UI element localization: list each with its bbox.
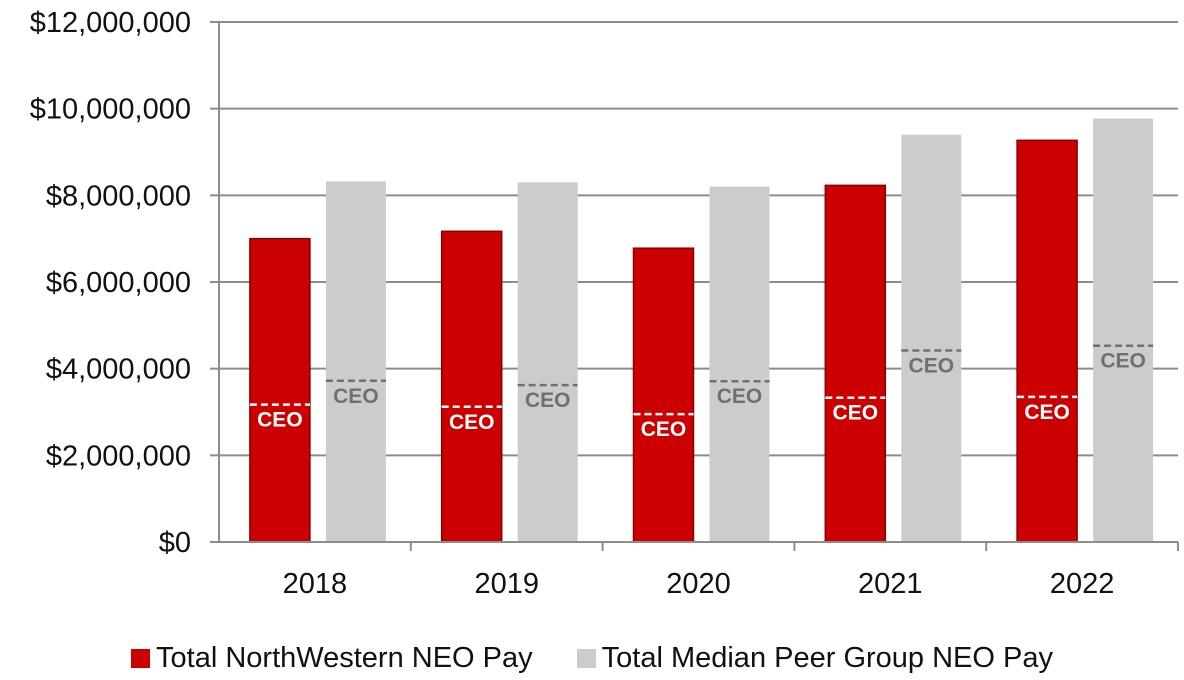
bar-northwestern-2022 (1016, 139, 1078, 543)
axes (210, 21, 1179, 551)
y-tick-label: $4,000,000 (46, 354, 191, 386)
bar-peer-group-2020 (709, 186, 770, 542)
legend-item-northwestern: Total NorthWestern NEO Pay (131, 642, 533, 675)
ceo-label-peer-group-2022: CEO (1100, 350, 1146, 373)
legend-swatch-peer-group (576, 648, 596, 668)
bar-peer-group-2019 (517, 182, 578, 543)
y-tick-label: $10,000,000 (30, 94, 191, 126)
bar-chart: CEO CEO CEO CEO CEO CEO CEO CEO CEO CEO $0 $2,000,… (30, 7, 1179, 600)
legend-swatch-northwestern (131, 648, 151, 668)
ceo-label-peer-group-2020: CEO (717, 385, 763, 408)
bar-peer-group-2018 (325, 181, 386, 542)
y-tick-label: $6,000,000 (46, 267, 191, 299)
x-tick-label-2022: 2022 (1050, 568, 1115, 600)
legend-item-peer-group: Total Median Peer Group NEO Pay (576, 641, 1053, 675)
ceo-label-northwestern-2020: CEO (641, 418, 687, 441)
ceo-label-northwestern-2018: CEO (257, 409, 303, 432)
legend: Total NorthWestern NEO Pay Total Median … (0, 636, 1184, 680)
bar-northwestern-2021 (824, 184, 887, 543)
bar-northwestern-2018 (249, 237, 311, 543)
ceo-label-peer-group-2018: CEO (333, 385, 379, 408)
bar-northwestern-2020 (632, 247, 695, 543)
ceo-label-peer-group-2019: CEO (525, 389, 571, 412)
ceo-label-northwestern-2021: CEO (833, 402, 879, 425)
ceo-label-peer-group-2021: CEO (909, 354, 955, 377)
y-tick-label: $12,000,000 (30, 7, 191, 39)
bar-peer-group-2022 (1093, 118, 1154, 542)
bar-northwestern-2019 (440, 230, 503, 543)
legend-label-peer-group: Total Median Peer Group NEO Pay (601, 641, 1053, 674)
x-tick-label-2021: 2021 (858, 568, 923, 600)
y-tick-label: $2,000,000 (46, 440, 191, 472)
x-tick-label-2019: 2019 (474, 568, 539, 600)
x-tick-label-2020: 2020 (666, 568, 731, 600)
y-tick-label: $0 (159, 527, 191, 559)
ceo-label-northwestern-2022: CEO (1024, 401, 1070, 424)
bars: CEO CEO CEO CEO CEO CEO CEO CEO CEO CEO (249, 118, 1154, 543)
ceo-label-northwestern-2019: CEO (449, 411, 495, 434)
x-tick-label-2018: 2018 (283, 568, 348, 600)
bar-peer-group-2021 (901, 134, 962, 542)
axis-labels: $0 $2,000,000 $4,000,000 $6,000,000 $8,000,0… (30, 7, 1115, 600)
y-tick-label: $8,000,000 (46, 180, 191, 212)
legend-label-northwestern: Total NorthWestern NEO Pay (156, 641, 533, 674)
